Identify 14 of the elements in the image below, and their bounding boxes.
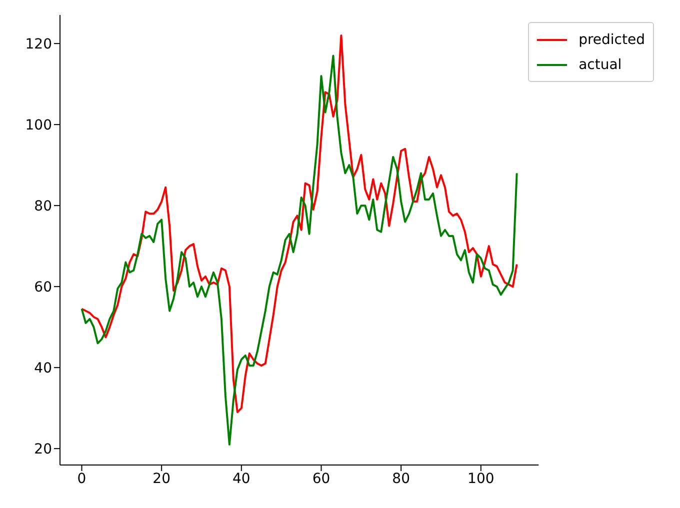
y-tick-label: 20: [34, 442, 52, 458]
legend-label: actual: [578, 56, 622, 72]
y-tick-label: 60: [34, 280, 52, 296]
legend-label: predicted: [578, 32, 645, 48]
x-tick-label: 100: [468, 470, 494, 487]
x-tick-label: 40: [232, 470, 250, 487]
x-tick-label: 0: [77, 470, 86, 487]
y-tick-label: 40: [34, 360, 52, 377]
y-tick-label: 100: [25, 118, 52, 134]
x-tick-label: 60: [312, 470, 330, 487]
x-tick-label: 20: [152, 470, 170, 487]
x-tick-label: 80: [392, 470, 410, 487]
y-tick-label: 120: [25, 36, 52, 53]
y-tick-label: 80: [34, 198, 52, 215]
